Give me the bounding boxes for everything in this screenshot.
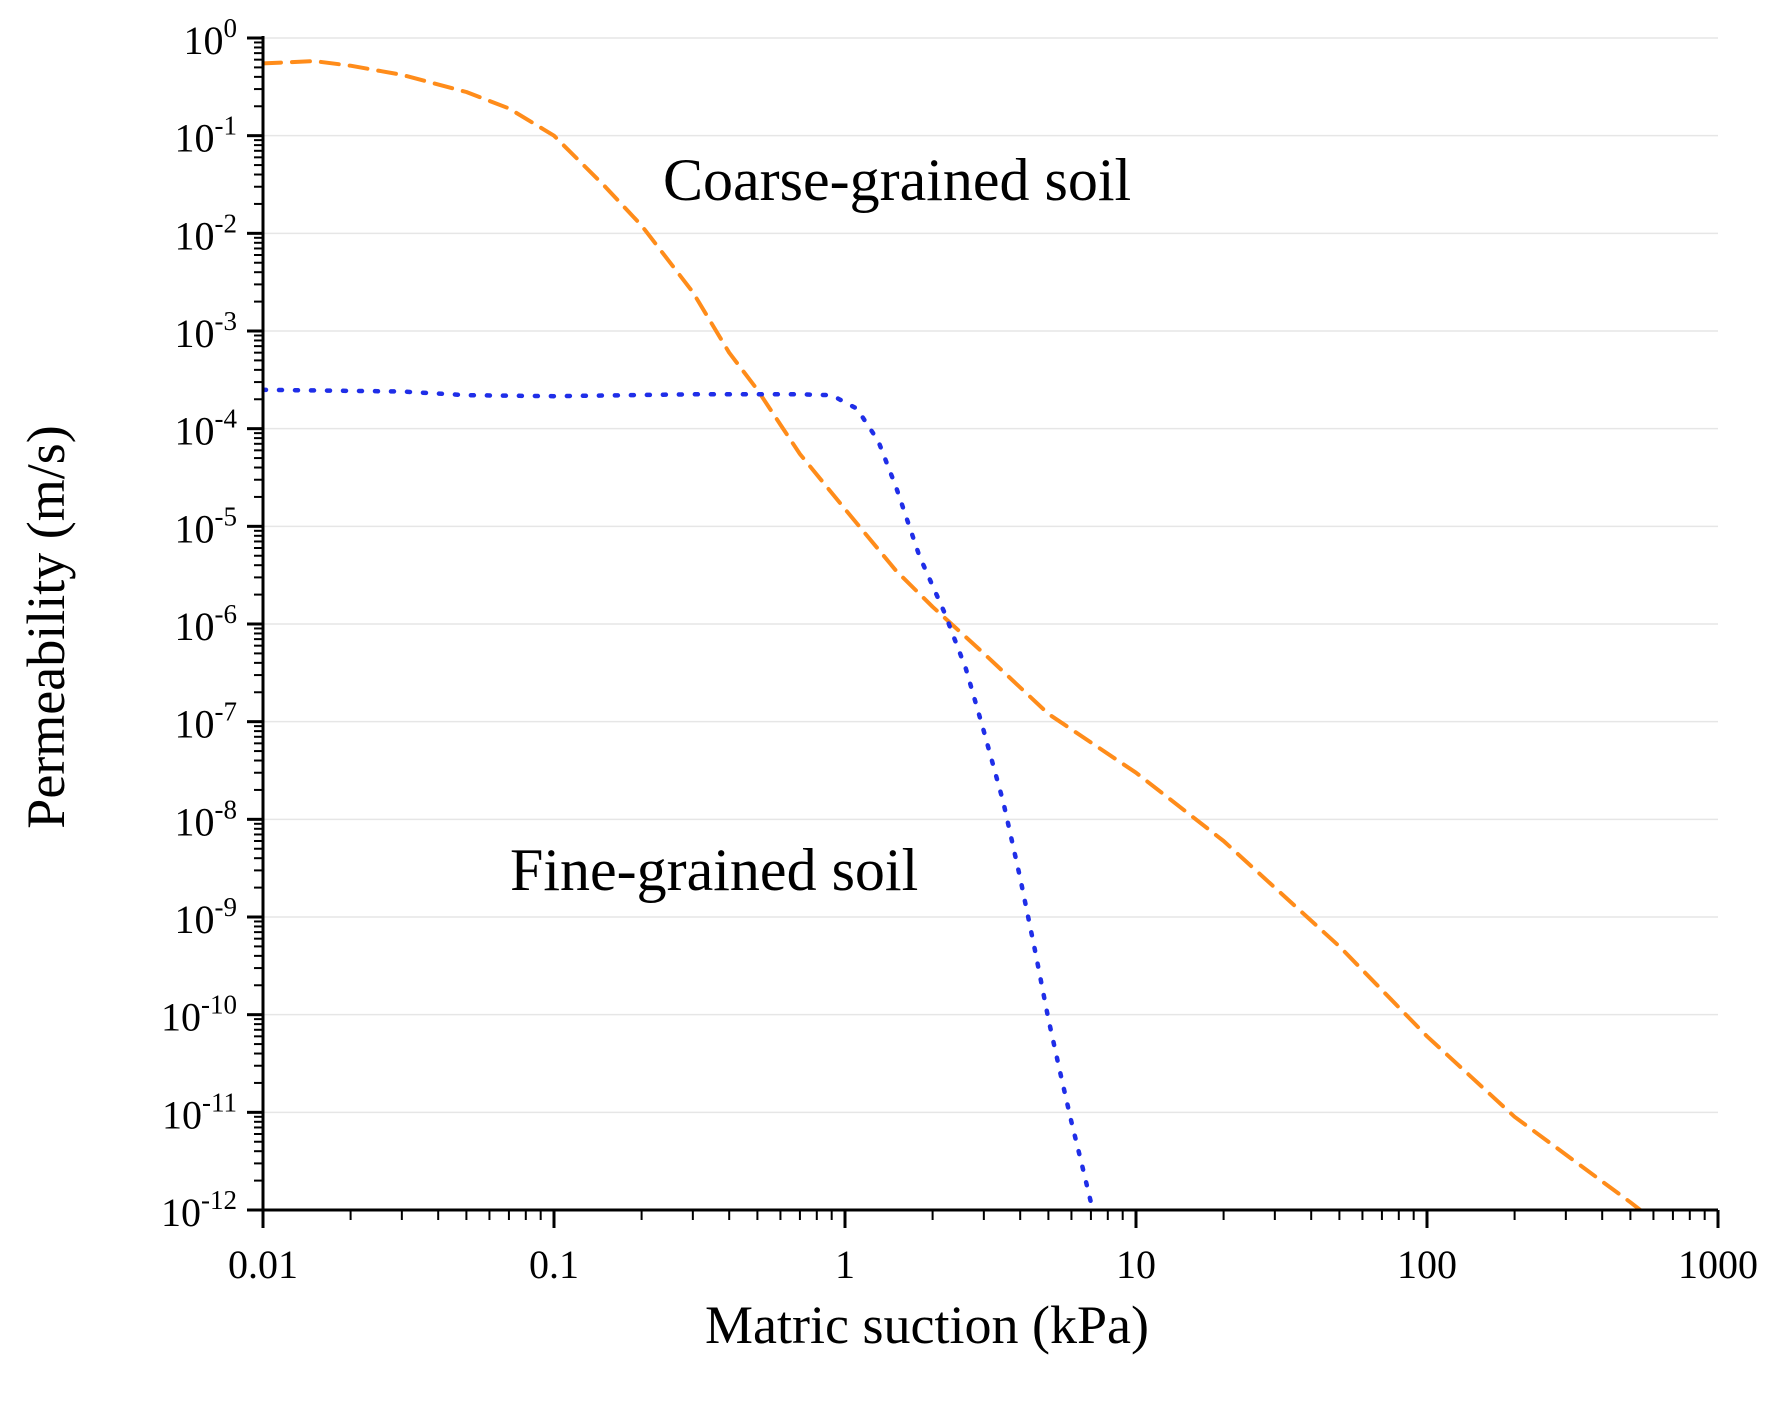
x-tick-label: 1000: [1678, 1242, 1758, 1287]
y-tick-label: 100: [184, 13, 238, 63]
x-tick-label: 0.01: [228, 1242, 298, 1287]
y-tick-label: 10-3: [175, 306, 238, 356]
y-tick-label: 10-8: [175, 794, 238, 844]
y-tick-label: 10-6: [175, 599, 238, 649]
y-axis-title: Permeability (m/s): [16, 425, 76, 828]
x-tick-label: 100: [1397, 1242, 1457, 1287]
y-tick-label: 10-12: [161, 1185, 237, 1235]
y-tick-label: 10-2: [175, 208, 238, 258]
y-tick-label: 10-9: [175, 892, 238, 942]
series-line-coarse-grained-soil: [263, 59, 1644, 1210]
y-tick-label: 10-11: [162, 1087, 237, 1137]
x-axis-title: Matric suction (kPa): [705, 1295, 1149, 1355]
x-tick-label: 10: [1116, 1242, 1156, 1287]
y-tick-label: 10-1: [175, 111, 238, 161]
y-tick-label: 10-4: [175, 404, 238, 454]
annotation-fine-grained-soil: Fine-grained soil: [510, 837, 918, 903]
x-tick-label: 1: [835, 1242, 855, 1287]
annotation-coarse-grained-soil: Coarse-grained soil: [663, 147, 1131, 213]
series-line-fine-grained-soil: [263, 387, 1096, 1210]
x-tick-label: 0.1: [529, 1242, 579, 1287]
y-tick-label: 10-10: [161, 990, 237, 1040]
y-tick-label: 10-7: [175, 697, 238, 747]
y-tick-label: 10-5: [175, 501, 238, 551]
